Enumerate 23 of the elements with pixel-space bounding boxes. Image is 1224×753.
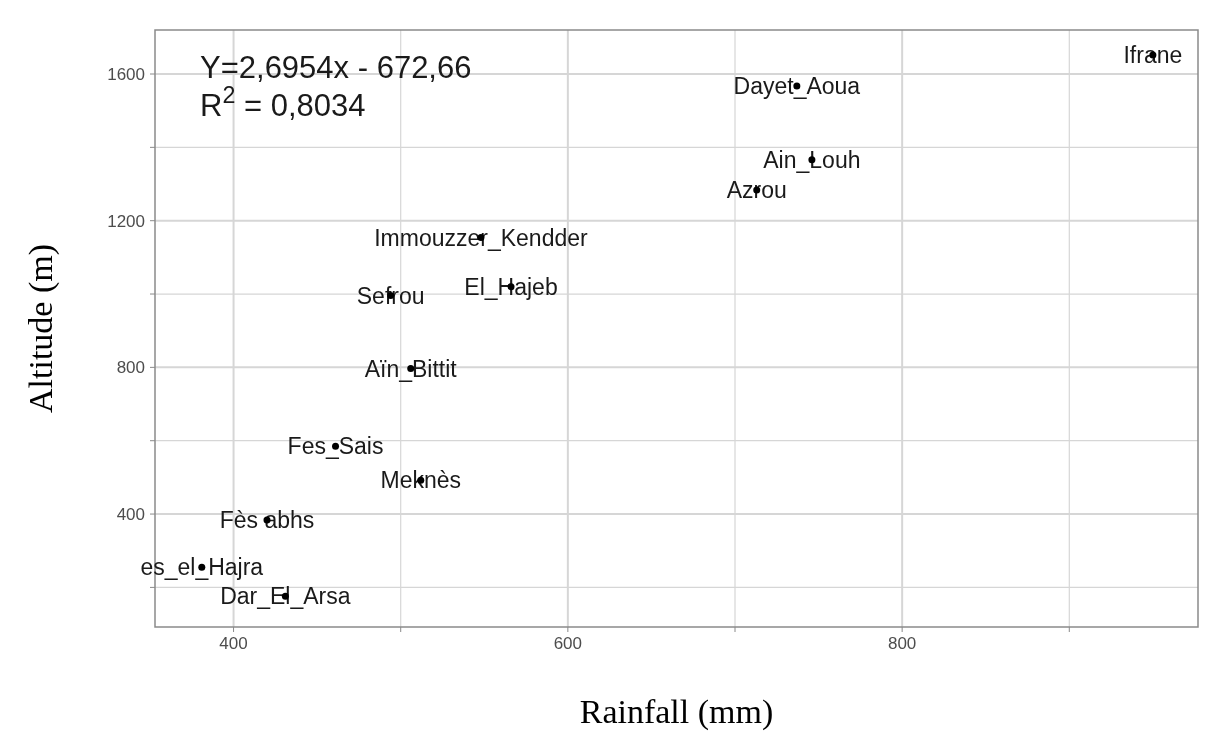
annotation: es_el_Hajra [140,554,264,581]
annotation: Dayet_Aoua [733,73,861,100]
x-tick-label: 600 [553,634,583,653]
x-tick-label: 400 [219,634,248,653]
annotation: Dar_El_Arsa [220,583,351,610]
y-tick-label: 800 [116,358,145,378]
y-tick-label: 1200 [107,211,145,231]
annotation: El_Hajeb [464,273,558,300]
annotation: Meknès [380,467,462,494]
y-axis-title: Altitude (m) [22,243,60,414]
annotation: Fès abhs [219,506,315,533]
x-tick-label: 800 [887,634,917,653]
annotation: Azrou [726,176,787,203]
annotation: Ain_Louh [763,146,861,173]
annotation: Aïn_Bittit [364,355,458,382]
x-axis-title: Rainfall (mm) [579,693,774,731]
annotation: R$^{2}$ = 0,8034 [200,82,366,123]
annotation: Fes_Sais [287,433,384,460]
y-tick-label: 1600 [107,64,145,84]
annotation: Immouzzer_Kendder [374,224,589,251]
annotation: Sefrou [356,282,425,309]
y-tick-label: 400 [116,505,145,524]
annotation: Y=2,6954x - 672,66 [200,50,472,85]
